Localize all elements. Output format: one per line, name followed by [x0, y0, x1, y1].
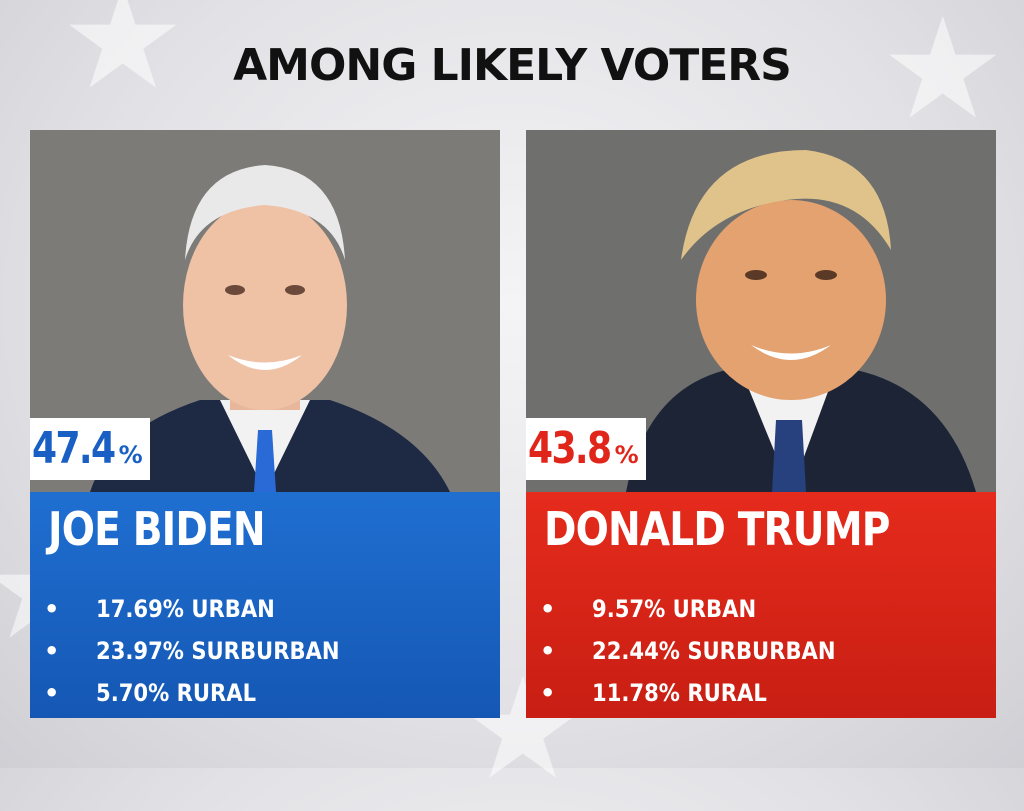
candidate-card-trump: 43.8 % DONALD TRUMP • 9.57% URBAN • 22.44%… — [526, 130, 996, 718]
list-item: • 17.69% URBAN — [44, 588, 373, 630]
percent-symbol: % — [118, 441, 143, 469]
percent-symbol: % — [614, 441, 639, 469]
bullet-icon: • — [44, 679, 60, 707]
list-item: • 5.70% RURAL — [44, 672, 373, 714]
vote-percent-value: 43.8 — [528, 423, 612, 474]
list-item: • 22.44% SURBURBAN — [540, 630, 869, 672]
vote-percent-badge: 43.8 % — [526, 418, 646, 480]
bullet-icon: • — [44, 637, 60, 665]
stat-urban: 17.69% URBAN — [96, 595, 275, 623]
vote-percent-value: 47.4 — [32, 423, 116, 474]
stat-suburban: 23.97% SURBURBAN — [96, 637, 340, 665]
candidate-name: JOE BIDEN — [48, 502, 266, 556]
candidate-card-biden: 47.4 % JOE BIDEN • 17.69% URBAN • 23.97% S… — [30, 130, 500, 718]
demographic-stats-list: • 17.69% URBAN • 23.97% SURBURBAN • 5.70% R… — [44, 588, 373, 714]
list-item: • 11.78% RURAL — [540, 672, 869, 714]
portrait-illustration — [30, 130, 500, 492]
bullet-icon: • — [540, 679, 556, 707]
stat-urban: 9.57% URBAN — [592, 595, 757, 623]
stat-rural: 5.70% RURAL — [96, 679, 257, 707]
page-title: AMONG LIKELY VOTERS — [233, 40, 792, 91]
candidate-label-box — [30, 492, 500, 718]
list-item: • 9.57% URBAN — [540, 588, 869, 630]
stat-rural: 11.78% RURAL — [592, 679, 767, 707]
candidate-name: DONALD TRUMP — [544, 502, 890, 556]
candidate-label-box — [526, 492, 996, 718]
demographic-stats-list: • 9.57% URBAN • 22.44% SURBURBAN • 11.78% R… — [540, 588, 869, 714]
bullet-icon: • — [44, 595, 60, 623]
bullet-icon: • — [540, 595, 556, 623]
background-star-icon: ★ — [880, 0, 1006, 151]
background-star-icon: ★ — [60, 0, 186, 121]
stat-suburban: 22.44% SURBURBAN — [592, 637, 836, 665]
vote-percent-badge: 47.4 % — [30, 418, 150, 480]
bullet-icon: • — [540, 637, 556, 665]
list-item: • 23.97% SURBURBAN — [44, 630, 373, 672]
